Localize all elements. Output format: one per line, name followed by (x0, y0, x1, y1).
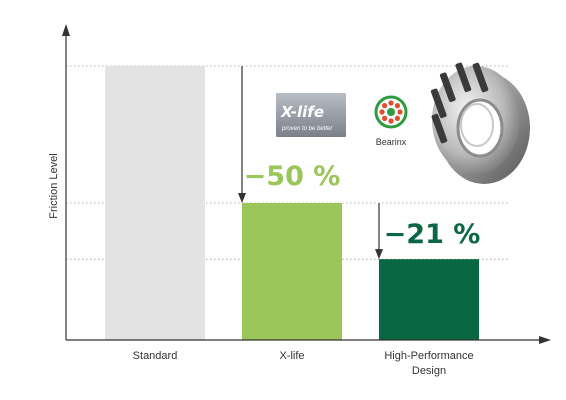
reduction-label-1: −21 % (384, 219, 481, 250)
bar-x-life (242, 203, 342, 340)
y-axis-arrow (62, 24, 70, 36)
reduction-label-0: −50 % (244, 161, 341, 192)
xlife-logo-tagline: proven to be better (281, 126, 333, 132)
x-tick-label-2-0: High-Performance (384, 350, 473, 362)
x-tick-labels: Standard X-life High-Performance Design (133, 350, 474, 377)
bearinx-logo-icon (374, 95, 408, 129)
bar-high-performance-design (379, 259, 479, 340)
tapered-roller-bearing-icon (430, 62, 530, 184)
reduction-arrows (238, 66, 383, 260)
bars (105, 66, 479, 340)
y-axis-title: Friction Level (48, 153, 60, 218)
x-tick-label-1-0: X-life (279, 350, 304, 362)
x-tick-label-0-0: Standard (133, 350, 178, 362)
reduction-labels: −50 % −21 % (244, 161, 481, 250)
xlife-logo-word: X-life (280, 103, 324, 121)
reduction-arrow-head-0 (238, 193, 246, 203)
x-tick-label-2-1: Design (412, 365, 446, 377)
xlife-logo-icon: X-life proven to be better (276, 93, 346, 137)
x-axis-arrow (539, 336, 551, 344)
bearinx-logo-word: Bearinx (376, 137, 407, 147)
reduction-arrow-head-1 (375, 249, 383, 260)
bar-standard (105, 66, 205, 340)
